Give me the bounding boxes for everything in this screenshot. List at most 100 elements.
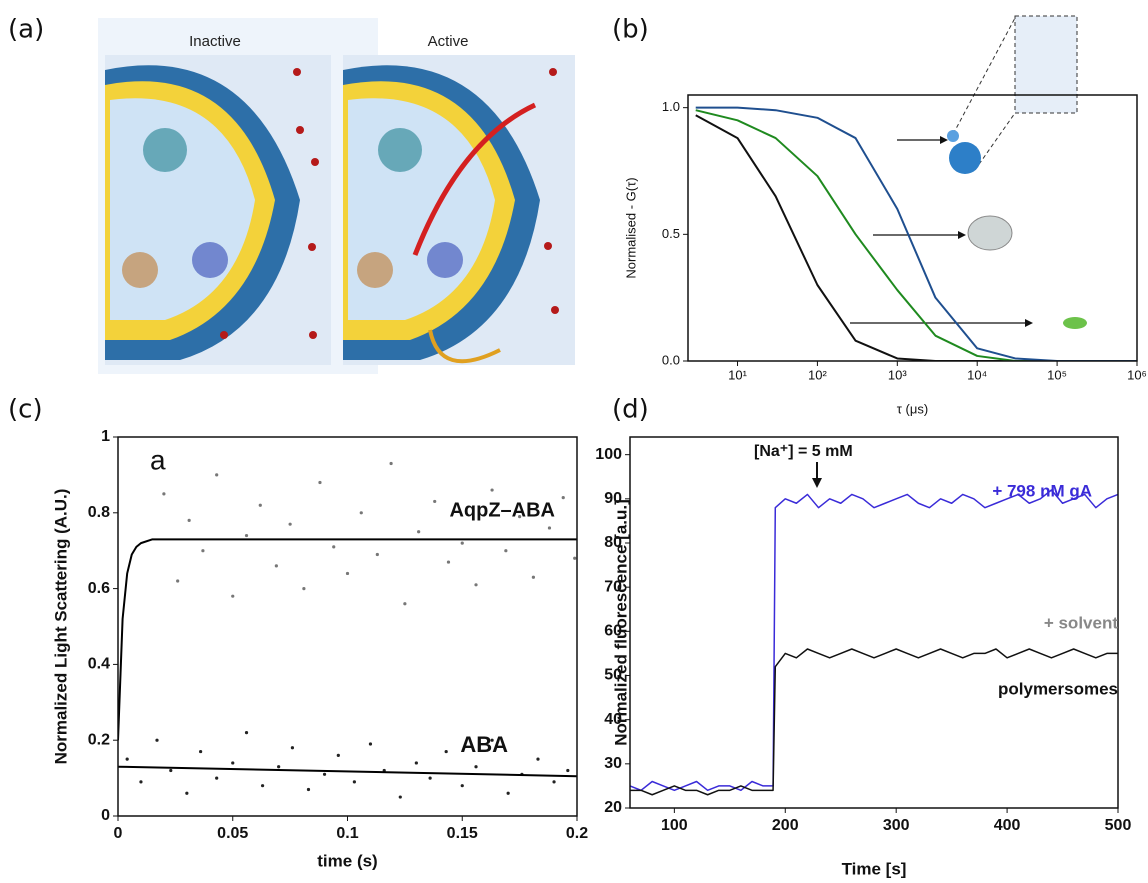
x-tick-label: 10⁴ xyxy=(967,367,987,382)
data-point xyxy=(403,602,407,606)
y-tick-label: 0.8 xyxy=(88,504,110,521)
data-point xyxy=(215,776,219,780)
y-tick-label: 0.5 xyxy=(662,226,680,241)
plot-area xyxy=(630,489,1118,796)
annotation: a xyxy=(150,444,166,475)
data-point xyxy=(375,552,379,557)
arrowhead xyxy=(958,231,966,239)
chart: 10¹ 10² 10³ 10⁴ 10⁵ 10⁶ 0.0 0.5 1.0 τ (μs) Normali… xyxy=(623,94,1147,416)
data-point xyxy=(552,780,556,784)
annotation: AqpZ–ABA xyxy=(449,499,555,521)
y-tick-label: 40 xyxy=(604,711,622,728)
x-axis-label: time (s) xyxy=(317,851,377,870)
annotation: + solvent xyxy=(1044,613,1119,632)
enzyme-icon xyxy=(192,242,228,278)
enzyme-icon xyxy=(357,252,393,288)
data-line xyxy=(630,489,1118,792)
inset-link xyxy=(974,112,1016,171)
data-point xyxy=(290,746,295,750)
y-tick-label: 80 xyxy=(604,534,622,551)
data-point xyxy=(322,772,327,776)
data-point xyxy=(274,564,278,568)
data-point xyxy=(474,583,478,587)
y-tick-label: 0.0 xyxy=(662,352,680,367)
data-point xyxy=(428,776,432,780)
annotation: ABA xyxy=(460,732,508,757)
data-point xyxy=(199,749,203,754)
y-tick-label: 30 xyxy=(604,755,622,772)
molecule xyxy=(549,68,557,76)
data-point xyxy=(417,530,421,534)
data-point xyxy=(169,768,173,773)
y-axis-label: Normalised - G(τ) xyxy=(623,177,638,278)
x-tick-label: 0 xyxy=(114,825,123,842)
molecule xyxy=(309,331,317,339)
data-point xyxy=(318,480,322,485)
data-point xyxy=(231,761,235,765)
x-tick-label: 400 xyxy=(994,817,1021,834)
data-line xyxy=(695,114,1137,361)
dye-icon xyxy=(1063,317,1087,329)
enzyme-icon xyxy=(427,242,463,278)
molecule xyxy=(551,306,559,314)
enzyme-icon xyxy=(122,252,158,288)
data-point xyxy=(359,511,363,515)
data-point xyxy=(444,749,448,754)
data-point xyxy=(244,533,249,538)
data-point xyxy=(125,757,129,761)
annotation: [Na⁺] = 5 mM xyxy=(754,443,853,460)
data-point xyxy=(306,787,311,792)
y-tick-label: 20 xyxy=(604,799,622,816)
data-point xyxy=(398,795,402,799)
data-point xyxy=(518,514,522,519)
data-point xyxy=(531,575,535,579)
enzyme-icon xyxy=(143,128,187,172)
inset-link xyxy=(949,17,1016,141)
molecule xyxy=(293,68,301,76)
data-point xyxy=(460,541,464,545)
red-arrow xyxy=(412,102,537,256)
data-point xyxy=(176,579,180,583)
x-tick-label: 10⁶ xyxy=(1127,367,1147,382)
data-point xyxy=(277,765,281,769)
y-tick-label: 50 xyxy=(604,667,622,684)
y-tick-label: 90 xyxy=(604,490,622,507)
x-tick-label: 100 xyxy=(661,817,688,834)
y-tick-label: 1.0 xyxy=(662,99,680,114)
data-point xyxy=(389,461,393,466)
data-point xyxy=(573,556,577,560)
panel-label: (b) xyxy=(612,15,649,45)
axes-frame xyxy=(687,94,1138,362)
arrowhead xyxy=(1025,319,1033,327)
data-point xyxy=(155,738,159,742)
data-point xyxy=(352,780,356,784)
panel-label: (d) xyxy=(612,395,649,425)
data-point xyxy=(561,496,565,500)
inset xyxy=(1014,15,1078,114)
data-point xyxy=(504,549,508,553)
x-axis-label: Time [s] xyxy=(842,859,907,878)
data-point xyxy=(474,765,478,769)
data-point xyxy=(231,594,235,598)
x-tick-label: 0.15 xyxy=(447,825,478,842)
x-tick-label: 500 xyxy=(1105,817,1132,834)
data-point xyxy=(547,526,552,530)
data-point xyxy=(414,761,418,765)
orange-arrow xyxy=(428,329,501,364)
data-point xyxy=(336,753,340,757)
data-point xyxy=(162,492,166,496)
data-point xyxy=(185,791,189,795)
y-tick-label: 0.2 xyxy=(88,731,110,748)
panel-label: (a) xyxy=(8,15,44,45)
data-line xyxy=(630,648,1118,796)
x-axis-label: τ (μs) xyxy=(897,401,928,416)
data-line xyxy=(695,106,1137,361)
data-point xyxy=(258,503,262,507)
vesicle-icon xyxy=(949,142,981,174)
data-point xyxy=(302,587,306,591)
enzyme-icon xyxy=(378,128,422,172)
arrowhead xyxy=(812,478,822,488)
illustration-label: Active xyxy=(428,33,469,50)
data-point xyxy=(446,560,451,564)
x-tick-label: 10¹ xyxy=(728,367,747,382)
